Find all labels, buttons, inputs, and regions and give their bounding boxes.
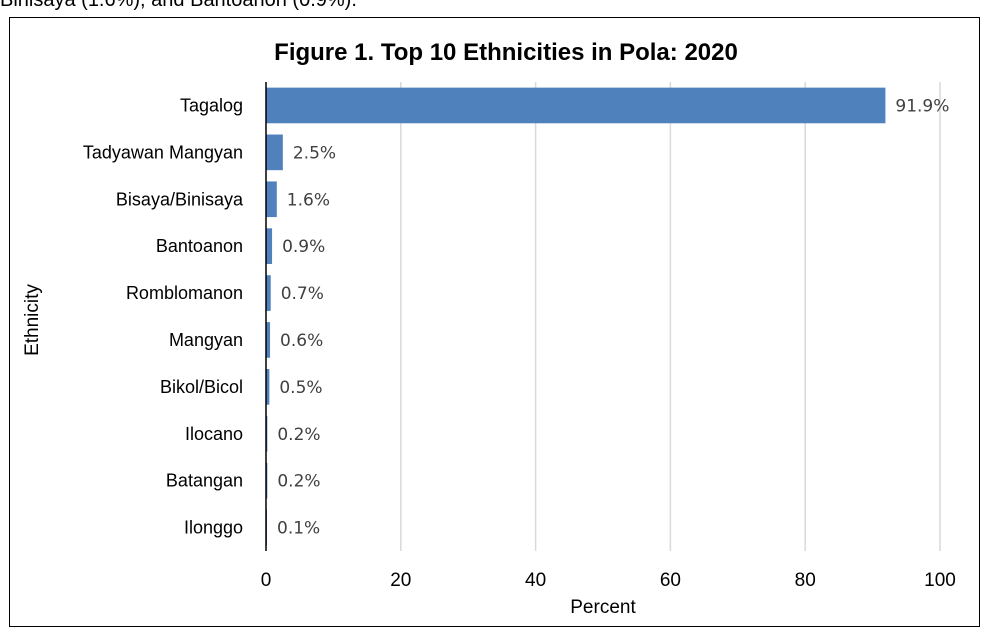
data-label: 1.6% bbox=[287, 190, 330, 210]
data-label: 0.2% bbox=[277, 472, 320, 492]
category-label: Bantoanon bbox=[156, 236, 243, 256]
preceding-paragraph-text: Binisaya (1.6%), and Bantoanon (0.9%). bbox=[0, 0, 357, 11]
bar-bantoanon bbox=[266, 228, 273, 264]
data-label: 0.1% bbox=[277, 519, 320, 539]
data-label: 0.2% bbox=[277, 425, 320, 445]
category-label: Mangyan bbox=[169, 330, 243, 350]
gridlines bbox=[400, 82, 941, 551]
category-label: Bikol/Bicol bbox=[160, 377, 243, 397]
labels: 0 20 40 60 80 100 Tagalog 91.9% Tadyawan Mangyan… bbox=[83, 95, 956, 591]
x-tick-label: 20 bbox=[390, 570, 411, 591]
chart-title: Figure 1. Top 10 Ethnicities in Pola: 20… bbox=[274, 39, 738, 66]
x-tick-label: 0 bbox=[261, 570, 272, 591]
bar-bisaya-binisaya bbox=[266, 181, 277, 218]
category-label: Ilocano bbox=[185, 424, 243, 444]
bar-tadyawan-mangyan bbox=[266, 134, 283, 171]
category-label: Batangan bbox=[166, 471, 243, 491]
x-tick-label: 100 bbox=[924, 570, 956, 591]
x-tick-label: 40 bbox=[525, 570, 546, 591]
category-label: Bisaya/Binisaya bbox=[116, 189, 244, 209]
category-label: Ilonggo bbox=[184, 518, 243, 538]
bar-tagalog bbox=[266, 87, 886, 124]
data-label: 91.9% bbox=[895, 96, 949, 116]
y-axis-title: Ethnicity bbox=[22, 284, 43, 356]
bar-romblomanon bbox=[266, 275, 271, 311]
data-label: 0.6% bbox=[280, 331, 323, 351]
x-axis-title: Percent bbox=[570, 597, 636, 616]
category-label: Tadyawan Mangyan bbox=[83, 142, 243, 162]
data-label: 0.5% bbox=[279, 378, 322, 398]
category-label: Romblomanon bbox=[126, 283, 243, 303]
data-label: 0.7% bbox=[281, 284, 324, 304]
data-label: 2.5% bbox=[293, 143, 336, 163]
bars bbox=[266, 87, 886, 546]
bar-bikol-bicol bbox=[266, 369, 270, 405]
category-label: Tagalog bbox=[180, 95, 243, 115]
x-tick-label: 80 bbox=[795, 570, 816, 591]
x-tick-label: 60 bbox=[660, 570, 681, 591]
data-label: 0.9% bbox=[282, 237, 325, 257]
bar-mangyan bbox=[266, 322, 271, 358]
